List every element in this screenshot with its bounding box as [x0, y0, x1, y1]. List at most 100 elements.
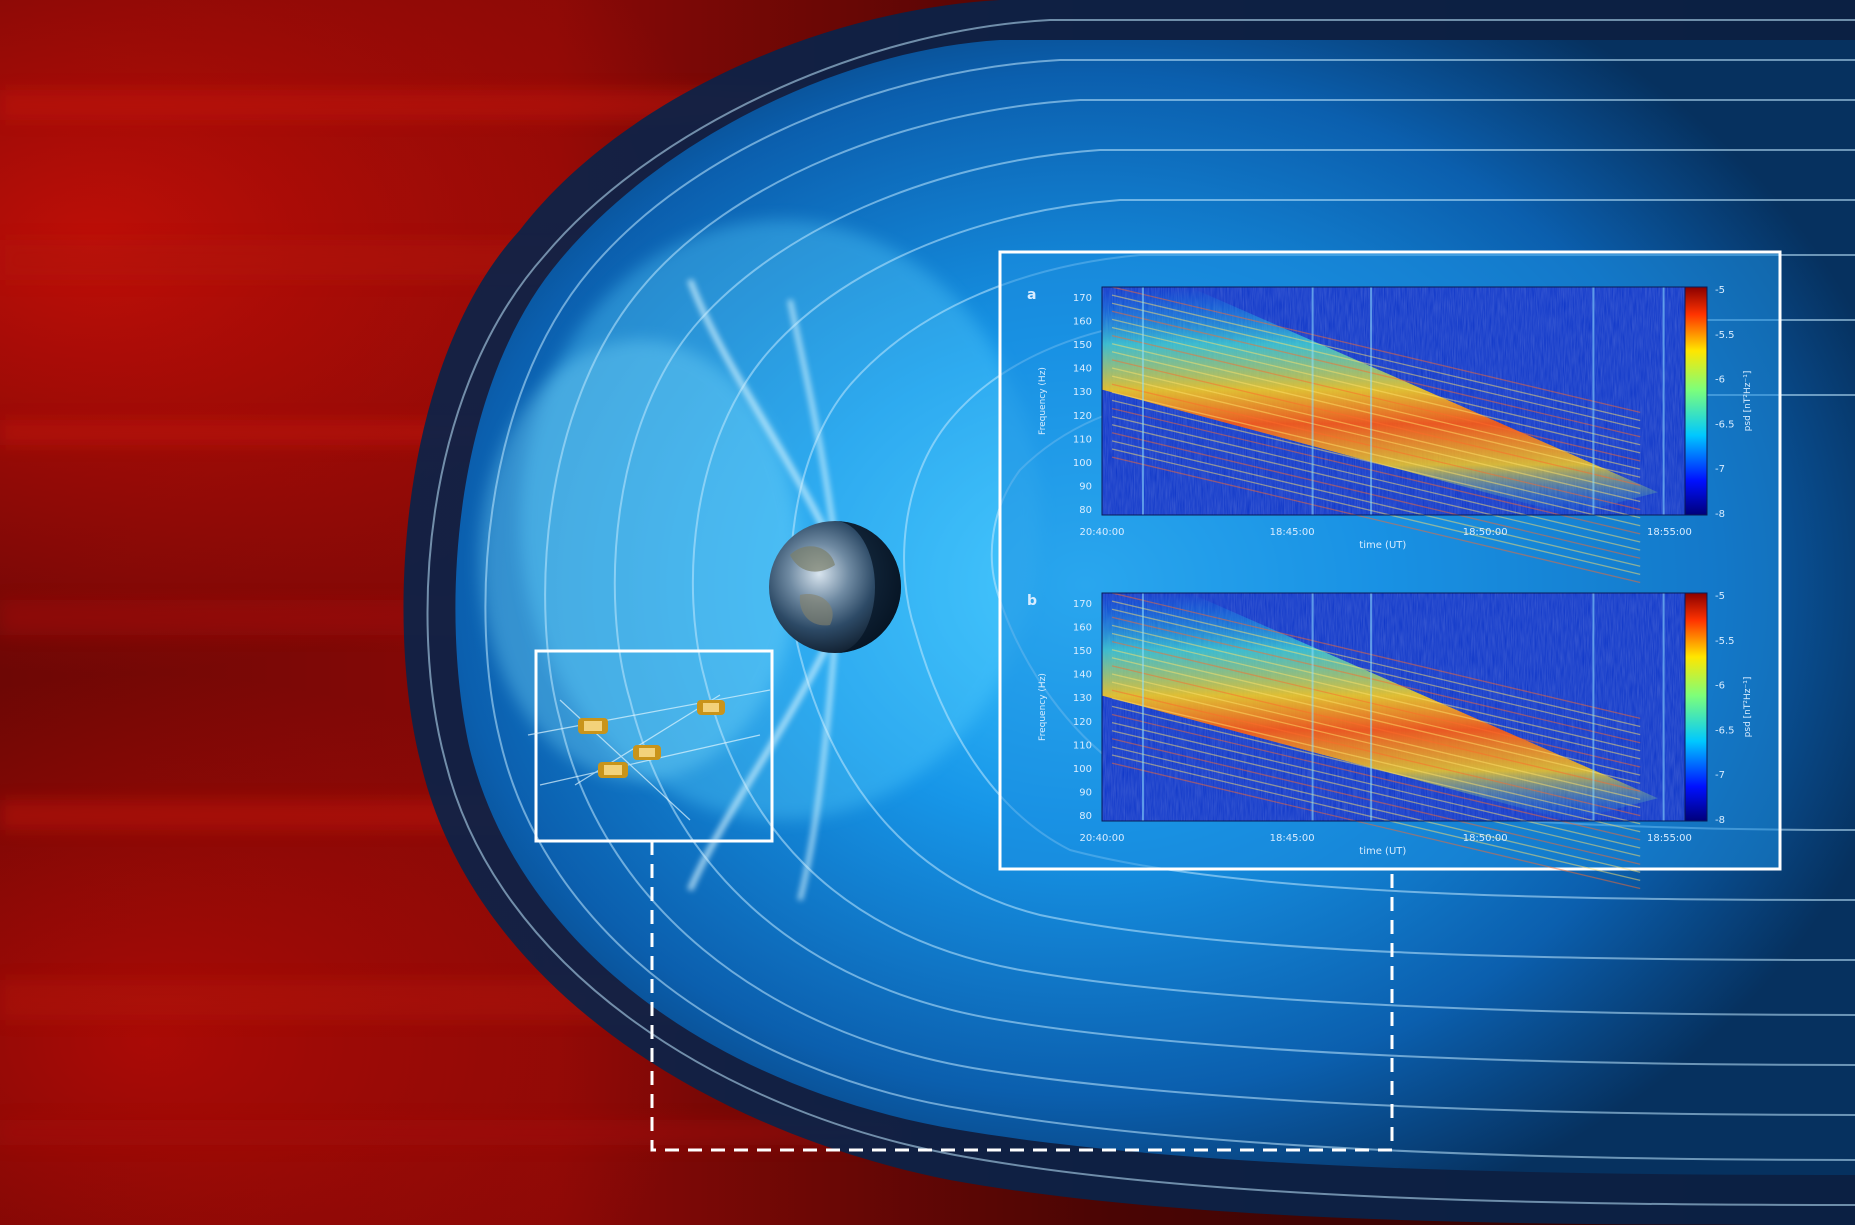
emission-band: [1102, 287, 1658, 515]
x-tick-label: 18:55:00: [1647, 527, 1692, 538]
x-axis-label: time (UT): [1359, 540, 1406, 551]
colorbar-tick-label: -7: [1715, 464, 1725, 475]
x-axis-label: time (UT): [1359, 846, 1406, 857]
magnetic-field-lines: [426, 19, 1855, 1206]
striation-line: [1111, 600, 1641, 728]
striation-line: [1111, 689, 1641, 817]
striation-line: [1111, 721, 1641, 849]
striation-line: [1111, 407, 1641, 535]
y-tick-label: 120: [1073, 411, 1092, 422]
striation-line: [1111, 351, 1641, 478]
colorbar-label: psd [nT²Hz⁻¹]: [1743, 371, 1753, 432]
panel-letter: b: [1027, 593, 1037, 609]
x-tick-label: 20:40:00: [1080, 833, 1125, 844]
colorbar-tick-label: -7: [1715, 770, 1725, 781]
x-tick-label: 18:55:00: [1647, 833, 1692, 844]
polar-field-glow: [687, 278, 838, 901]
colorbar-label: psd [nT²Hz⁻¹]: [1743, 677, 1753, 738]
striation-line: [1111, 399, 1641, 527]
y-tick-label: 130: [1073, 693, 1092, 704]
y-tick-label: 80: [1079, 811, 1092, 822]
y-tick-label: 140: [1073, 670, 1092, 681]
striation-line: [1111, 294, 1641, 422]
striation-line: [1111, 302, 1641, 430]
y-tick-label: 100: [1073, 458, 1092, 469]
striation-line: [1111, 424, 1641, 551]
striation-line: [1111, 657, 1641, 784]
striation-line: [1111, 624, 1641, 752]
spectrogram-panel-b: b 170 160 150 140 130 120 110 100 90 80 Frequency (…: [1027, 591, 1753, 890]
emission-band: [1102, 593, 1658, 821]
striation-line: [1111, 665, 1641, 792]
striation-line: [1111, 310, 1641, 438]
colorbar: [1684, 286, 1708, 516]
striation-line: [1111, 375, 1641, 503]
striation-line: [1111, 649, 1641, 776]
spectrogram-panel-a: a 170 160 150 140 130 120 110 100 90 80 Frequency (…: [1027, 285, 1753, 584]
y-tick-label: 100: [1073, 764, 1092, 775]
striation-line: [1111, 608, 1641, 736]
satellite-1: [578, 718, 608, 734]
y-tick-label: 90: [1079, 481, 1092, 492]
striation-line: [1111, 592, 1641, 720]
striation-line: [1111, 440, 1641, 567]
striation-line: [1111, 334, 1641, 462]
x-tick-label: 20:40:00: [1080, 527, 1125, 538]
satellite-2: [697, 700, 725, 715]
x-tick-label: 18:50:00: [1463, 527, 1508, 538]
colorbar-tick-label: -5: [1715, 285, 1725, 296]
x-tick-label: 18:50:00: [1463, 833, 1508, 844]
y-tick-label: 140: [1073, 364, 1092, 375]
striation-line: [1111, 713, 1641, 841]
colorbar-tick-label: -5.5: [1715, 330, 1735, 341]
colorbar-tick-label: -8: [1715, 815, 1725, 826]
colorbar-tick-label: -6: [1715, 375, 1725, 386]
striation-line: [1111, 326, 1641, 454]
striation-line: [1111, 681, 1641, 809]
striation-line: [1111, 415, 1641, 543]
striation-line: [1111, 762, 1641, 890]
striation-line: [1111, 383, 1641, 511]
colorbar-tick-label: -6.5: [1715, 725, 1735, 736]
y-tick-label: 150: [1073, 646, 1092, 657]
striation-line: [1111, 697, 1641, 825]
striation-line: [1111, 448, 1641, 576]
y-tick-label: 150: [1073, 340, 1092, 351]
y-axis-label: Frequency (Hz): [1038, 367, 1048, 435]
satellite-4: [598, 762, 628, 778]
striation-line: [1111, 286, 1641, 414]
striation-line: [1111, 343, 1641, 470]
satellite-formation-box: [527, 649, 774, 843]
colorbar-tick-label: -8: [1715, 509, 1725, 520]
striation-line: [1111, 705, 1641, 833]
striation-line: [1111, 318, 1641, 446]
y-tick-label: 170: [1073, 599, 1092, 610]
dashed-connector: [650, 841, 1394, 1152]
y-tick-label: 160: [1073, 623, 1092, 634]
x-tick-label: 18:45:00: [1270, 833, 1315, 844]
y-tick-label: 130: [1073, 387, 1092, 398]
striation-line: [1111, 754, 1641, 882]
striation-line: [1111, 456, 1641, 584]
striation-line: [1111, 391, 1641, 519]
y-tick-label: 120: [1073, 717, 1092, 728]
striation-line: [1111, 359, 1641, 486]
y-axis-label: Frequency (Hz): [1038, 673, 1048, 741]
colorbar-tick-label: -6.5: [1715, 419, 1735, 430]
striation-line: [1111, 730, 1641, 857]
panel-letter: a: [1027, 287, 1036, 303]
y-tick-label: 110: [1073, 434, 1092, 445]
striation-line: [1111, 640, 1641, 768]
colorbar-tick-label: -5: [1715, 591, 1725, 602]
y-tick-label: 80: [1079, 505, 1092, 516]
earth: [769, 521, 901, 653]
satellite-3: [633, 745, 661, 760]
spectrogram-inset: a 170 160 150 140 130 120 110 100 90 80 Frequency (…: [998, 250, 1782, 890]
y-tick-label: 160: [1073, 317, 1092, 328]
colorbar-tick-label: -5.5: [1715, 636, 1735, 647]
striation-line: [1111, 746, 1641, 873]
striation-line: [1111, 673, 1641, 801]
colorbar: [1684, 592, 1708, 822]
striation-line: [1111, 632, 1641, 760]
